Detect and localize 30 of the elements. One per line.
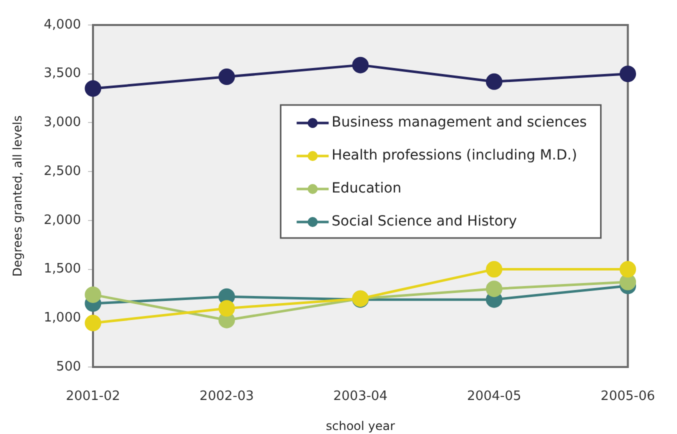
point: [84, 286, 102, 303]
point: [620, 66, 636, 82]
y-tick-label: 500: [56, 359, 81, 374]
legend-label: Health professions (including M.D.): [332, 148, 578, 164]
x-tick-label: 2002-03: [200, 389, 254, 404]
point: [486, 280, 502, 298]
x-tick-label: 2003-04: [333, 389, 388, 404]
y-tick-label: 1,500: [44, 262, 81, 277]
point: [486, 73, 502, 90]
point: [486, 261, 502, 278]
legend-label: Education: [332, 180, 402, 197]
point: [218, 68, 235, 86]
y-tick-label: 2,000: [44, 212, 81, 228]
y-tick-label: 2,500: [44, 164, 81, 179]
y-tick-label: 4,000: [44, 17, 81, 32]
x-tick-label: 2004-05: [466, 389, 522, 404]
legend-label: Business management and sciences: [332, 114, 587, 131]
point: [84, 314, 102, 332]
x-tick-label: 2005-06: [600, 389, 656, 404]
y-tick-label: 3,500: [44, 66, 81, 82]
y-axis-title: Degrees granted, all levels: [10, 115, 24, 277]
y-tick-label: 3,000: [44, 115, 81, 130]
point: [620, 261, 636, 278]
legend-label: Social Science and History: [332, 214, 517, 230]
x-axis-title: school year: [326, 418, 396, 433]
y-tick-label: 1,000: [44, 310, 81, 326]
point: [84, 80, 102, 97]
x-tick-label: 2001-02: [66, 389, 120, 404]
point: [218, 300, 235, 317]
point: [352, 56, 369, 74]
